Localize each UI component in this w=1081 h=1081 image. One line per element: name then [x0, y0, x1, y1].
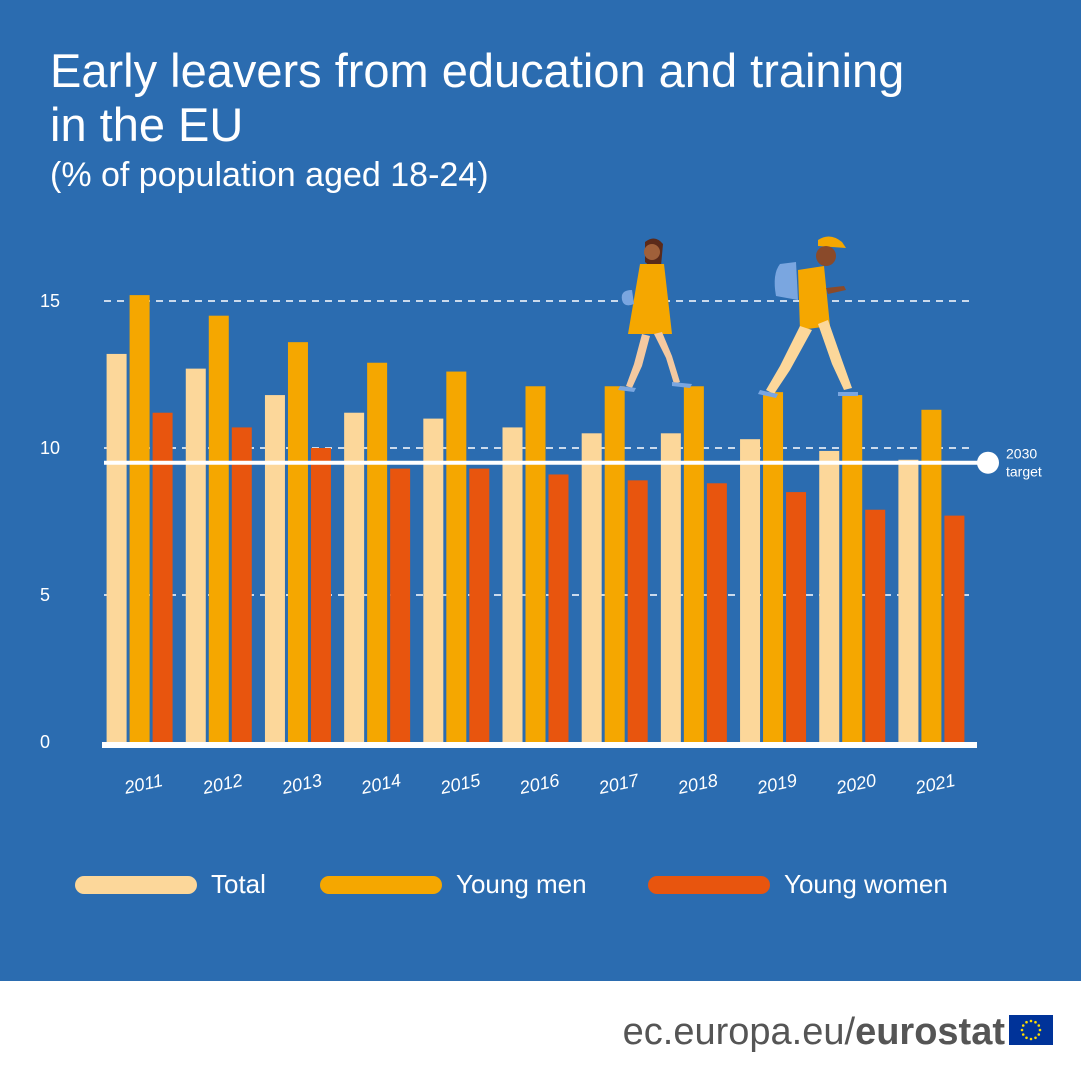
bar-young-men-2015	[446, 371, 467, 742]
x-tick-label: 2013	[279, 770, 323, 798]
bar-young-men-2011	[129, 295, 150, 742]
x-axis-baseline	[102, 742, 977, 748]
bar-young-women-2013	[310, 448, 331, 742]
eu-star	[1037, 1033, 1041, 1036]
bar-young-men-2017	[604, 386, 625, 742]
chart-subtitle: (% of population aged 18-24)	[50, 156, 489, 194]
bar-young-men-2012	[208, 315, 229, 742]
eu-star	[1021, 1033, 1025, 1036]
legend-swatch-young-men	[320, 876, 442, 894]
bar-young-women-2021	[944, 515, 965, 742]
bar-total-2018	[660, 433, 681, 742]
eu-star	[1034, 1020, 1037, 1024]
bar-total-2014	[344, 412, 365, 742]
bar-young-men-2013	[287, 342, 308, 742]
bar-young-women-2019	[786, 492, 807, 742]
bar-chart: 0 5 10 15 2011 2012 2013 2014 2015 2016 2017 2018 20…	[40, 236, 1042, 899]
bar-young-men-2021	[921, 409, 942, 742]
legend-label-total: Total	[211, 869, 266, 899]
x-tick-label: 2011	[122, 770, 165, 798]
eu-star	[1025, 1020, 1028, 1024]
bar-young-women-2016	[548, 474, 569, 742]
walking-girl-illustration	[618, 238, 692, 392]
bars	[106, 295, 965, 742]
bar-total-2016	[502, 427, 523, 742]
eu-star	[1034, 1036, 1037, 1040]
x-tick-label: 2012	[200, 770, 244, 798]
eu-star	[1029, 1019, 1033, 1023]
bar-young-men-2020	[842, 395, 863, 742]
bar-young-men-2016	[525, 386, 546, 742]
bar-young-women-2012	[231, 427, 252, 742]
bar-young-women-2018	[706, 483, 727, 742]
y-tick-label: 15	[40, 291, 60, 311]
bar-young-women-2014	[390, 468, 411, 742]
x-tick-label: 2014	[358, 770, 402, 798]
bar-total-2020	[819, 450, 840, 742]
bar-young-women-2011	[152, 412, 173, 742]
bar-young-men-2018	[683, 386, 704, 742]
eu-flag-icon	[1009, 1015, 1053, 1045]
eu-star	[1025, 1036, 1028, 1040]
x-tick-label: 2015	[438, 770, 483, 798]
y-tick-label: 10	[40, 438, 60, 458]
target-line: 2030 target	[104, 446, 1042, 480]
eu-star	[1037, 1024, 1041, 1027]
chart-title: Early leavers from education and trainin…	[50, 44, 905, 151]
eu-star	[1029, 1037, 1033, 1041]
x-tick-label: 2020	[834, 770, 878, 798]
target-marker	[977, 451, 999, 474]
legend-swatch-total	[75, 876, 197, 894]
legend-label-young-men: Young men	[456, 869, 587, 899]
bar-young-women-2020	[865, 509, 886, 742]
target-label-year: 2030	[1006, 446, 1037, 462]
footer: ec.europa.eu/eurostat	[0, 981, 1081, 1081]
bar-young-men-2014	[367, 362, 388, 742]
walking-boy-illustration	[758, 236, 858, 398]
bar-total-2012	[185, 368, 206, 742]
legend: Total Young men Young women	[75, 869, 948, 899]
bar-total-2017	[581, 433, 602, 742]
eu-star	[1020, 1028, 1024, 1032]
bar-total-2019	[740, 439, 761, 742]
footer-credit: ec.europa.eu/eurostat	[623, 1011, 1005, 1054]
bar-total-2013	[264, 395, 285, 742]
bar-young-women-2017	[627, 480, 648, 742]
x-tick-label: 2017	[596, 770, 641, 798]
eu-star	[1038, 1028, 1042, 1032]
x-tick-label: 2018	[675, 770, 719, 798]
bar-total-2021	[898, 459, 919, 742]
legend-label-young-women: Young women	[784, 869, 948, 899]
footer-domain: ec.europa.eu/	[622, 1011, 856, 1053]
bar-young-women-2015	[469, 468, 490, 742]
x-tick-label: 2021	[913, 770, 957, 798]
footer-brand: eurostat	[855, 1011, 1005, 1053]
eu-star	[1021, 1024, 1025, 1027]
legend-swatch-young-women	[648, 876, 770, 894]
bar-young-men-2019	[763, 392, 784, 742]
y-tick-label: 0	[40, 732, 50, 752]
target-label-text: target	[1006, 464, 1042, 480]
y-tick-label: 5	[40, 585, 50, 605]
x-tick-label: 2019	[754, 770, 798, 798]
bar-total-2015	[423, 418, 444, 742]
x-tick-label: 2016	[517, 770, 562, 798]
bar-total-2011	[106, 353, 127, 742]
